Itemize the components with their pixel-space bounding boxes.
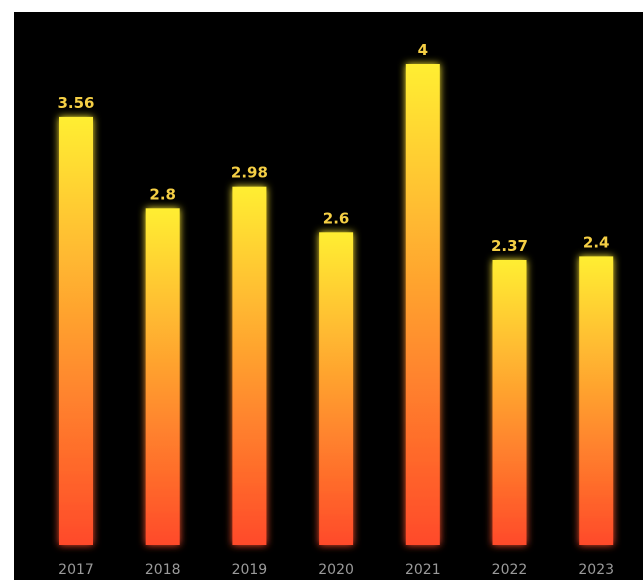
x-tick-label-2019: 2019: [232, 562, 268, 578]
bar-2020: [319, 232, 354, 546]
bar-2019: [232, 186, 267, 545]
x-axis-tick-labels: 2017 2018 2019 2020 2021 2022 2023: [58, 562, 614, 578]
bar-2018: [145, 208, 180, 546]
value-label-2017: 3.56: [57, 94, 94, 112]
value-label-2020: 2.6: [323, 209, 350, 227]
value-label-2018: 2.8: [149, 185, 176, 203]
x-tick-label-2018: 2018: [145, 562, 181, 578]
value-label-2021: 4: [418, 41, 428, 59]
x-tick-label-2021: 2021: [405, 562, 441, 578]
bar-2017: [59, 116, 93, 546]
x-tick-label-2017: 2017: [58, 562, 94, 578]
bar-2022: [492, 260, 527, 545]
x-tick-label-2023: 2023: [578, 562, 614, 578]
bar-2021: [405, 64, 440, 545]
x-tick-label-2022: 2022: [492, 562, 528, 578]
chart-panel: 3.56 2.8 2.98 2.6 4 2.37 2.4 2017 2018 2019 2020 2…: [14, 12, 643, 580]
value-label-2023: 2.4: [583, 233, 610, 251]
bars-layer: [59, 64, 614, 546]
value-label-2022: 2.37: [491, 237, 528, 255]
bar-chart: 3.562.82.982.642.37 2.4 2017 2018 2019 2020 2…: [57, 41, 614, 578]
value-labels-layer: 3.56 2.8 2.98 2.6 4 2.37 2.4: [57, 41, 609, 255]
value-label-2019: 2.98: [231, 164, 268, 182]
x-tick-label-2020: 2020: [318, 562, 354, 578]
bar-2023: [579, 256, 614, 545]
